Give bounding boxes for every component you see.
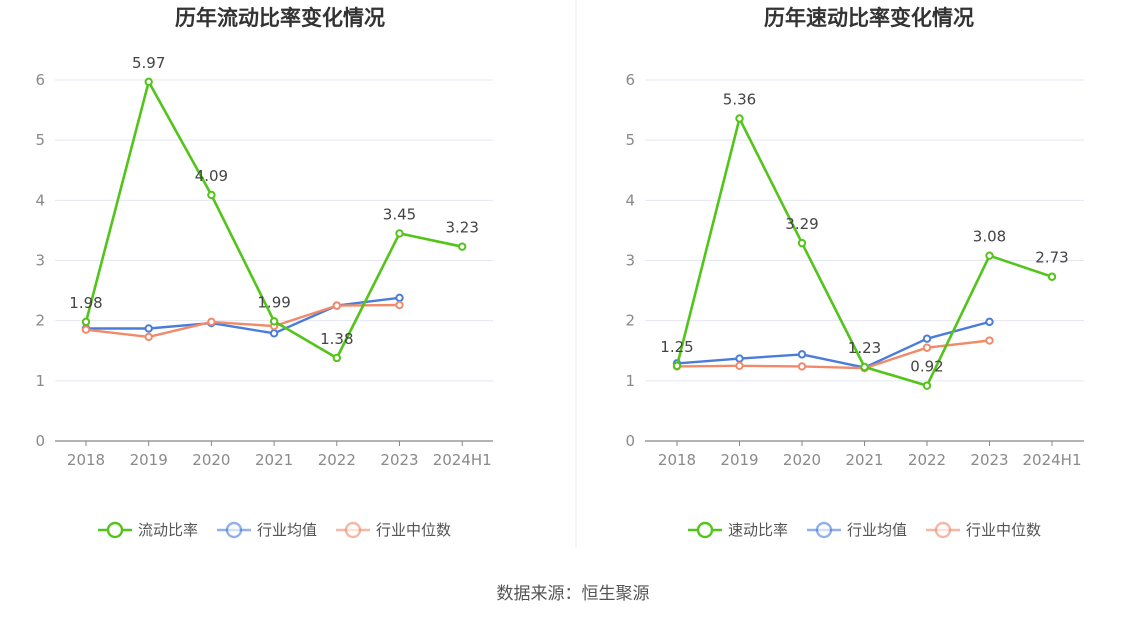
legend-circle-icon	[106, 521, 124, 539]
legend-circle-icon	[225, 521, 243, 539]
data-point	[985, 336, 994, 345]
data-label: 5.97	[132, 54, 165, 72]
data-point	[797, 362, 807, 371]
y-tick-label: 5	[625, 131, 635, 149]
data-point	[797, 350, 807, 359]
y-tick-label: 0	[35, 432, 45, 450]
x-tick-label: 2020	[192, 451, 230, 469]
data-point	[860, 362, 869, 372]
data-label: 1.23	[848, 339, 881, 357]
data-label: 1.99	[257, 293, 290, 311]
legend-item[interactable]: 行业中位数	[926, 521, 1041, 539]
data-point	[922, 343, 932, 352]
y-tick-label: 3	[35, 252, 45, 270]
data-point	[458, 242, 467, 251]
y-tick-label: 1	[35, 372, 45, 390]
legend-label: 行业中位数	[966, 521, 1041, 539]
x-tick-label: 2019	[130, 451, 168, 469]
legend-label: 行业中位数	[376, 521, 451, 539]
x-tick-label: 2021	[845, 451, 883, 469]
data-point	[144, 324, 153, 333]
legend-item[interactable]: 流动比率	[98, 521, 198, 539]
legend-label: 速动比率	[728, 521, 788, 539]
data-point	[207, 190, 216, 200]
data-label: 1.25	[660, 338, 693, 356]
y-tick-label: 1	[625, 372, 635, 390]
x-tick-label: 2024H1	[1023, 451, 1082, 469]
data-label: 2.73	[1035, 249, 1068, 267]
y-tick-label: 2	[35, 312, 45, 330]
chart-title: 历年速动比率变化情况	[764, 6, 974, 30]
y-tick-label: 0	[625, 432, 635, 450]
data-point	[269, 329, 279, 338]
legend-circle-icon	[815, 521, 833, 539]
data-point	[672, 361, 682, 370]
y-tick-label: 6	[625, 71, 635, 89]
series-line-industry-average	[675, 320, 991, 369]
x-tick-label: 2024H1	[433, 451, 492, 469]
data-point	[144, 332, 153, 342]
y-tick-label: 2	[625, 312, 635, 330]
chart-title: 历年流动比率变化情况	[175, 6, 385, 30]
data-point	[395, 229, 404, 238]
data-label: 1.98	[69, 294, 102, 312]
data-label: 5.36	[723, 91, 756, 109]
data-point	[332, 353, 341, 363]
x-tick-label: 2022	[318, 451, 356, 469]
data-point	[1047, 272, 1057, 281]
legend-label: 流动比率	[138, 521, 198, 539]
quick-ratio-chart: 历年速动比率变化情况 0 1 2 3 4 5 6 2018 2019 2020 2021 2022 202…	[625, 6, 1084, 539]
data-point	[797, 238, 807, 248]
data-point	[395, 300, 404, 310]
y-tick-label: 5	[35, 131, 45, 149]
data-point	[922, 334, 932, 343]
data-point	[81, 325, 91, 334]
data-point	[207, 317, 216, 327]
data-label: 3.08	[973, 228, 1006, 246]
data-point	[985, 251, 994, 260]
x-tick-label: 2018	[658, 451, 696, 469]
legend-circle-icon	[696, 521, 714, 539]
data-point	[269, 317, 279, 326]
data-point	[81, 317, 91, 327]
data-label: 0.92	[910, 358, 943, 376]
x-tick-label: 2021	[255, 451, 293, 469]
data-point	[735, 361, 744, 370]
x-tick-label: 2023	[970, 451, 1008, 469]
data-point	[395, 293, 404, 303]
data-point	[922, 381, 932, 390]
x-tick-label: 2023	[380, 451, 418, 469]
data-label: 4.09	[195, 167, 228, 185]
data-label: 1.38	[320, 330, 353, 348]
legend-item[interactable]: 速动比率	[688, 521, 788, 539]
data-point	[735, 354, 744, 363]
series-line-industry-median	[84, 303, 401, 339]
y-tick-label: 6	[35, 71, 45, 89]
series-line-industry-median	[675, 339, 991, 370]
data-point	[985, 317, 994, 327]
y-tick-label: 3	[625, 252, 635, 270]
legend-item[interactable]: 行业均值	[217, 521, 317, 539]
x-tick-label: 2022	[908, 451, 946, 469]
x-tick-label: 2020	[783, 451, 821, 469]
data-point	[332, 301, 341, 310]
data-point	[144, 77, 153, 87]
legend-label: 行业均值	[847, 521, 907, 539]
y-tick-label: 4	[625, 191, 635, 209]
legend-circle-icon	[344, 521, 362, 539]
legend-item[interactable]: 行业均值	[807, 521, 907, 539]
data-label: 3.29	[785, 215, 818, 233]
legend-label: 行业均值	[257, 521, 317, 539]
x-tick-label: 2019	[720, 451, 758, 469]
data-point	[735, 114, 744, 123]
legend-item[interactable]: 行业中位数	[336, 521, 451, 539]
x-tick-label: 2018	[67, 451, 105, 469]
data-label: 3.23	[445, 219, 478, 237]
data-label: 3.45	[383, 205, 416, 223]
source-text: 数据来源：恒生聚源	[497, 584, 650, 604]
current-ratio-chart: 历年流动比率变化情况 0 1 2 3 4 5 6 2018 2019 2020 2021 2022 202…	[35, 6, 493, 539]
y-tick-label: 4	[35, 191, 45, 209]
legend-circle-icon	[934, 521, 952, 539]
